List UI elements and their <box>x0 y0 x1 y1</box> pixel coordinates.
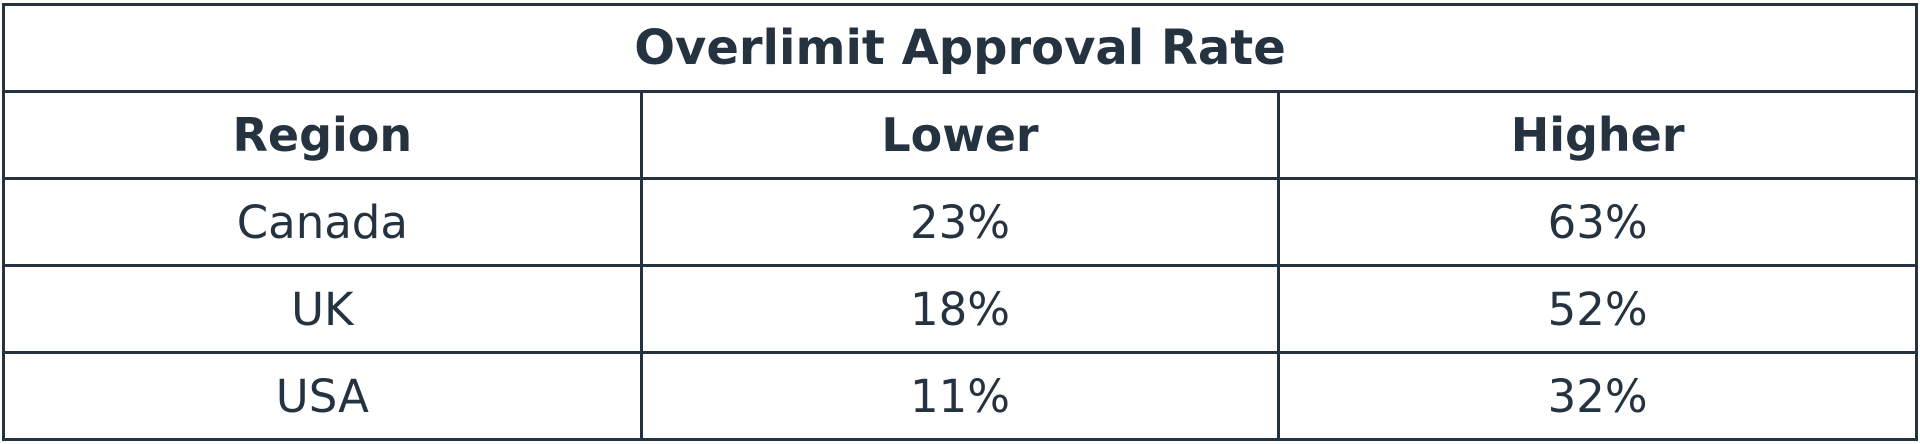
table-cell: 63% <box>1277 177 1918 267</box>
table-cell: 23% <box>639 177 1281 267</box>
data-row: Canada 23% 63% <box>2 177 1918 267</box>
table-title: Overlimit Approval Rate <box>2 3 1918 93</box>
data-row: UK 18% 52% <box>2 264 1918 354</box>
table-cell: 32% <box>1277 351 1918 441</box>
column-header: Higher <box>1277 90 1918 180</box>
page: Overlimit Approval Rate Region Lower Highe… <box>0 3 1920 444</box>
column-header: Lower <box>639 90 1281 180</box>
table-cell: 18% <box>639 264 1281 354</box>
table-cell: 11% <box>639 351 1281 441</box>
table-cell: Canada <box>2 177 643 267</box>
table-cell: 52% <box>1277 264 1918 354</box>
data-table: Overlimit Approval Rate Region Lower Highe… <box>2 3 1918 441</box>
data-row: USA 11% 32% <box>2 351 1918 441</box>
table-cell: UK <box>2 264 643 354</box>
title-row: Overlimit Approval Rate <box>2 3 1918 93</box>
table-cell: USA <box>2 351 643 441</box>
header-row: Region Lower Higher <box>2 90 1918 180</box>
column-header: Region <box>2 90 643 180</box>
